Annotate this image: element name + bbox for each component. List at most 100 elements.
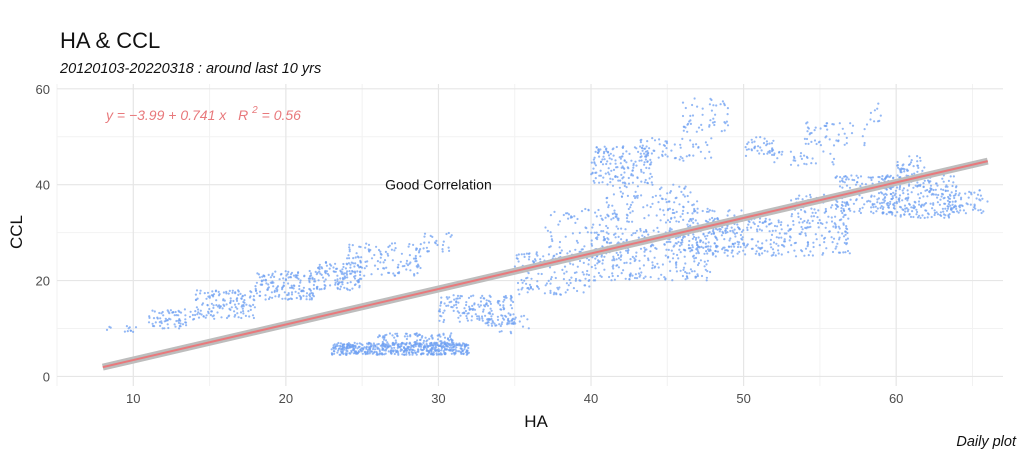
- data-point: [922, 195, 925, 198]
- data-point: [658, 138, 661, 141]
- data-point: [471, 304, 474, 307]
- data-point: [730, 245, 733, 248]
- data-point: [671, 279, 674, 282]
- data-point: [355, 252, 358, 255]
- data-point: [931, 207, 934, 210]
- data-point: [712, 219, 715, 222]
- data-point: [312, 283, 315, 287]
- data-point: [443, 336, 447, 339]
- data-point: [429, 344, 432, 347]
- data-point: [384, 250, 387, 253]
- data-point: [188, 315, 192, 318]
- data-point: [772, 241, 776, 244]
- data-point: [391, 349, 395, 352]
- data-point: [614, 175, 617, 178]
- data-point: [356, 264, 359, 267]
- data-point: [944, 207, 947, 210]
- data-point: [558, 286, 561, 289]
- data-point: [841, 127, 844, 130]
- data-point: [229, 297, 232, 300]
- data-point: [342, 352, 345, 356]
- data-point: [599, 214, 602, 217]
- data-point: [447, 304, 450, 307]
- data-point: [759, 146, 762, 149]
- data-point: [695, 130, 698, 133]
- data-point: [267, 283, 270, 286]
- data-point: [175, 314, 178, 317]
- data-point: [611, 272, 614, 275]
- data-point: [365, 242, 368, 245]
- data-point: [820, 234, 824, 237]
- data-point: [459, 314, 462, 317]
- data-point: [844, 230, 847, 233]
- data-point: [626, 250, 629, 253]
- data-point: [639, 152, 642, 155]
- data-point: [810, 215, 813, 218]
- data-point: [440, 296, 443, 299]
- data-point: [181, 323, 185, 326]
- data-point: [911, 210, 914, 213]
- data-point: [836, 242, 839, 245]
- data-point: [549, 214, 553, 217]
- data-point: [780, 153, 783, 156]
- y-tick-label: 0: [43, 369, 50, 384]
- data-point: [708, 231, 711, 234]
- data-point: [870, 206, 873, 209]
- data-point: [408, 351, 411, 354]
- data-point: [832, 157, 836, 160]
- equation-tail: = 0.56: [262, 107, 302, 123]
- data-point: [605, 150, 608, 153]
- data-point: [573, 271, 577, 274]
- data-point: [202, 315, 205, 318]
- data-point: [714, 250, 717, 253]
- data-point: [726, 113, 729, 116]
- data-point: [231, 291, 234, 294]
- data-point: [468, 305, 471, 308]
- data-point: [647, 214, 650, 217]
- data-point: [598, 155, 601, 158]
- data-point: [197, 308, 200, 311]
- data-point: [934, 188, 937, 191]
- data-point: [895, 196, 898, 199]
- data-point: [399, 260, 402, 263]
- data-point: [835, 139, 838, 142]
- data-point: [487, 324, 490, 327]
- data-point: [812, 215, 816, 218]
- data-point: [260, 283, 263, 286]
- data-point: [354, 346, 357, 349]
- data-point: [405, 337, 408, 341]
- data-point: [390, 242, 394, 245]
- data-point: [614, 159, 617, 162]
- data-point: [153, 310, 156, 313]
- data-point: [346, 343, 349, 346]
- data-point: [648, 177, 651, 180]
- data-point: [593, 156, 596, 159]
- data-point: [457, 316, 460, 319]
- data-point: [520, 315, 523, 318]
- data-point: [553, 210, 556, 213]
- data-point: [842, 251, 845, 254]
- data-point: [249, 290, 252, 293]
- data-point: [402, 346, 406, 349]
- data-point: [438, 310, 442, 313]
- data-point: [463, 307, 466, 310]
- data-point: [740, 209, 743, 212]
- data-point: [882, 206, 885, 209]
- data-point: [290, 291, 294, 294]
- data-point: [790, 215, 793, 218]
- data-point: [725, 120, 729, 123]
- data-point: [946, 207, 950, 210]
- annotation-good-correlation: Good Correlation: [385, 177, 492, 193]
- data-point: [723, 246, 726, 249]
- data-point: [287, 292, 290, 295]
- data-point: [944, 214, 947, 217]
- data-point: [606, 183, 609, 186]
- data-point: [644, 158, 648, 161]
- data-point: [391, 334, 394, 337]
- data-point: [694, 276, 697, 279]
- data-point: [419, 243, 422, 246]
- data-point: [203, 292, 206, 295]
- data-point: [506, 323, 509, 326]
- data-point: [453, 352, 456, 355]
- data-point: [712, 252, 715, 255]
